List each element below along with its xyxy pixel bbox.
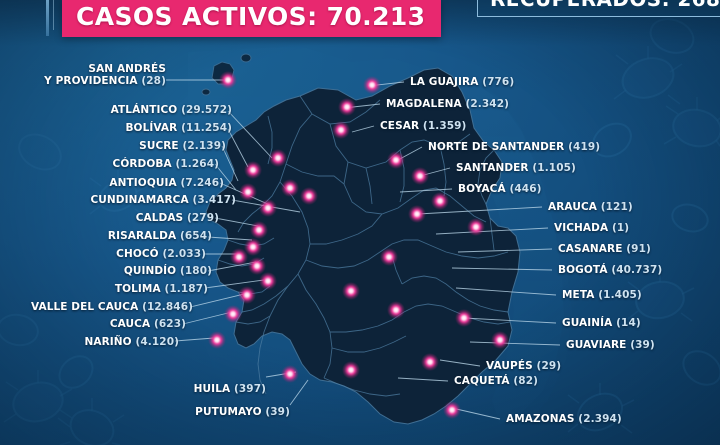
active-cases-label: CASOS ACTIVOS: 70.213	[76, 2, 426, 31]
label-amazonas: AMAZONAS (2.394)	[506, 413, 622, 425]
department-borders	[217, 95, 511, 397]
label-putumayo: PUTUMAYO (39)	[195, 406, 290, 418]
label-cundinamarca: CUNDINAMARCA (3.417)	[90, 194, 236, 206]
label-cauca: CAUCA (623)	[109, 318, 186, 330]
active-cases-banner: CASOS ACTIVOS: 70.213	[62, 0, 442, 37]
label-guainia: GUAINÍA (14)	[562, 317, 641, 329]
label-bolivar: BOLÍVAR (11.254)	[125, 122, 232, 134]
label-arauca: ARAUCA (121)	[548, 201, 633, 213]
label-meta: META (1.405)	[562, 289, 642, 301]
label-quindio: QUINDÍO (180)	[123, 265, 212, 277]
label-risaralda: RISARALDA (654)	[107, 230, 212, 242]
label-bogota: BOGOTÁ (40.737)	[558, 264, 663, 276]
label-santander: SANTANDER (1.105)	[456, 162, 576, 174]
label-narino: NARIÑO (4.120)	[84, 336, 179, 348]
label-boyaca: BOYACÁ (446)	[458, 183, 542, 195]
label-huila: HUILA (397)	[193, 383, 266, 395]
label-vaupes: VAUPÉS (29)	[486, 360, 562, 372]
recovered-label: RECUPERADOS: 268.664	[490, 0, 720, 10]
label-atlantico: ATLÁNTICO (29.572)	[110, 104, 232, 116]
label-cordoba: CÓRDOBA (1.264)	[112, 158, 219, 170]
label-norte-de-santander: NORTE DE SANTANDER (419)	[428, 141, 601, 153]
label-caqueta: CAQUETÁ (82)	[454, 375, 539, 387]
label-valle-del-cauca: VALLE DEL CAUCA (12.846)	[30, 301, 193, 313]
header-rule-secondary	[53, 0, 54, 30]
label-antioquia: ANTIOQUIA (7.246)	[109, 177, 224, 189]
label-choco: CHOCÓ (2.033)	[116, 248, 206, 260]
label-cesar: CESAR (1.359)	[380, 120, 467, 132]
label-san-andres: SAN ANDRÉS Y PROVIDENCIA (28)	[44, 63, 166, 87]
recovered-banner: RECUPERADOS: 268.664	[477, 0, 720, 17]
label-guaviare: GUAVIARE (39)	[566, 339, 655, 351]
label-casanare: CASANARE (91)	[558, 243, 651, 255]
label-magdalena: MAGDALENA (2.342)	[386, 98, 509, 110]
label-la-guajira: LA GUAJIRA (776)	[410, 76, 515, 88]
label-sucre: SUCRE (2.139)	[139, 140, 226, 152]
case-dots	[208, 71, 509, 419]
label-tolima: TOLIMA (1.187)	[114, 283, 208, 295]
leader-lines	[166, 79, 561, 420]
label-caldas: CALDAS (279)	[135, 212, 219, 224]
label-vichada: VICHADA (1)	[554, 222, 630, 234]
header-rule-primary	[46, 0, 49, 36]
